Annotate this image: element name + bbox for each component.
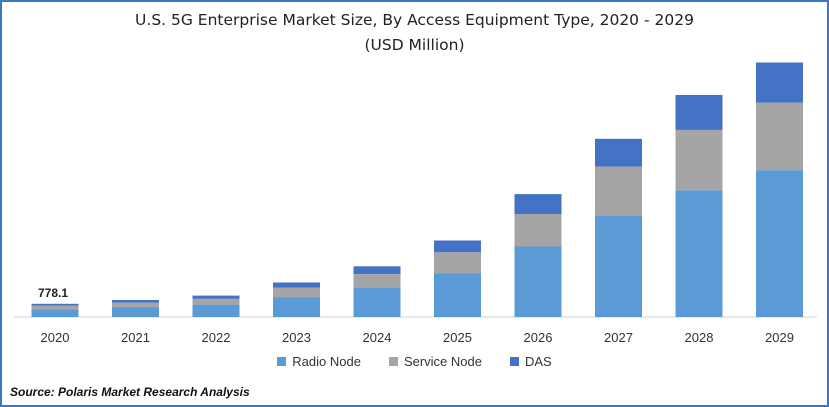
bar-radio-node-2022 — [192, 304, 240, 317]
x-tick-label-2027: 2027 — [604, 330, 633, 345]
bar-radio-node-2025 — [434, 273, 481, 317]
x-tick-label-2023: 2023 — [282, 330, 311, 345]
x-tick-label-2021: 2021 — [121, 330, 150, 345]
bar-service-node-2022 — [192, 298, 240, 305]
bar-radio-node-2026 — [514, 246, 562, 317]
bar-das-2024 — [353, 266, 401, 275]
bar-service-node-2023 — [273, 287, 320, 298]
data-label-2020: 778.1 — [38, 286, 68, 300]
bar-service-node-2024 — [353, 274, 401, 288]
bar-das-2022 — [192, 295, 240, 299]
bar-das-2028 — [675, 95, 723, 130]
bar-radio-node-2029 — [756, 170, 803, 317]
bar-service-node-2029 — [756, 102, 803, 171]
bar-das-2021 — [112, 300, 159, 303]
bar-service-node-2028 — [675, 129, 723, 191]
legend-swatch-das — [509, 357, 519, 366]
bar-das-2026 — [514, 194, 562, 214]
bar-das-2027 — [595, 138, 642, 167]
bar-service-node-2025 — [434, 252, 481, 274]
legend-swatch-radio-node — [277, 357, 287, 366]
bar-radio-node-2021 — [112, 307, 159, 317]
legend-swatch-service-node — [388, 357, 398, 366]
bar-radio-node-2020 — [31, 309, 79, 317]
x-tick-label-2022: 2022 — [202, 330, 231, 345]
bar-service-node-2027 — [595, 166, 642, 216]
bar-das-2029 — [756, 62, 803, 103]
x-tick-label-2024: 2024 — [363, 330, 392, 345]
bar-das-2023 — [273, 282, 320, 288]
x-tick-label-2025: 2025 — [443, 330, 472, 345]
x-tick-label-2026: 2026 — [524, 330, 553, 345]
legend-label-radio-node: Radio Node — [292, 354, 361, 369]
bar-das-2020 — [31, 303, 79, 306]
bar-radio-node-2024 — [353, 287, 401, 317]
source-note: Source: Polaris Market Research Analysis — [10, 385, 250, 399]
bar-service-node-2021 — [112, 302, 159, 308]
bar-das-2025 — [434, 240, 481, 253]
chart-subtitle: (USD Million) — [364, 36, 465, 54]
chart-title: U.S. 5G Enterprise Market Size, By Acces… — [135, 11, 694, 29]
legend-item-radio-node: Radio Node — [277, 354, 361, 369]
legend-item-das: DAS — [509, 354, 552, 369]
bar-radio-node-2027 — [595, 215, 642, 317]
x-tick-label-2020: 2020 — [41, 330, 70, 345]
x-tick-label-2029: 2029 — [765, 330, 794, 345]
bar-radio-node-2028 — [675, 190, 723, 317]
legend: Radio Node Service Node DAS — [2, 354, 827, 369]
bar-service-node-2026 — [514, 214, 562, 247]
legend-item-service-node: Service Node — [388, 354, 482, 369]
legend-label-service-node: Service Node — [403, 354, 482, 369]
legend-label-das: DAS — [524, 354, 552, 369]
bar-radio-node-2023 — [273, 297, 320, 317]
bar-service-node-2020 — [31, 305, 79, 310]
x-tick-label-2028: 2028 — [685, 330, 714, 345]
